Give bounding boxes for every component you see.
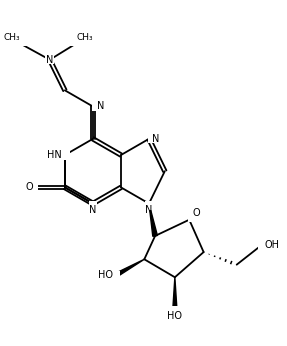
- Bar: [145, 201, 153, 210]
- Text: N: N: [46, 55, 53, 65]
- Text: O: O: [26, 182, 34, 192]
- Bar: [89, 201, 97, 210]
- Bar: [168, 306, 182, 315]
- Bar: [106, 271, 120, 280]
- Text: N: N: [152, 134, 159, 144]
- Text: N: N: [89, 206, 97, 215]
- Bar: [12, 37, 28, 46]
- Bar: [188, 213, 196, 222]
- Polygon shape: [115, 259, 144, 277]
- Text: N: N: [96, 101, 104, 111]
- Text: O: O: [192, 208, 200, 218]
- Text: HN: HN: [47, 150, 62, 160]
- Bar: [54, 150, 70, 160]
- Polygon shape: [149, 203, 157, 236]
- Text: HO: HO: [167, 311, 182, 321]
- Text: CH₃: CH₃: [76, 33, 93, 42]
- Text: OH: OH: [265, 240, 280, 250]
- Text: HO: HO: [98, 271, 113, 281]
- Polygon shape: [173, 277, 177, 308]
- Bar: [45, 55, 54, 64]
- Bar: [92, 102, 101, 111]
- Bar: [258, 240, 271, 249]
- Text: CH₃: CH₃: [4, 33, 20, 42]
- Bar: [148, 135, 156, 143]
- Bar: [68, 37, 84, 46]
- Bar: [29, 183, 38, 192]
- Text: N: N: [145, 206, 153, 215]
